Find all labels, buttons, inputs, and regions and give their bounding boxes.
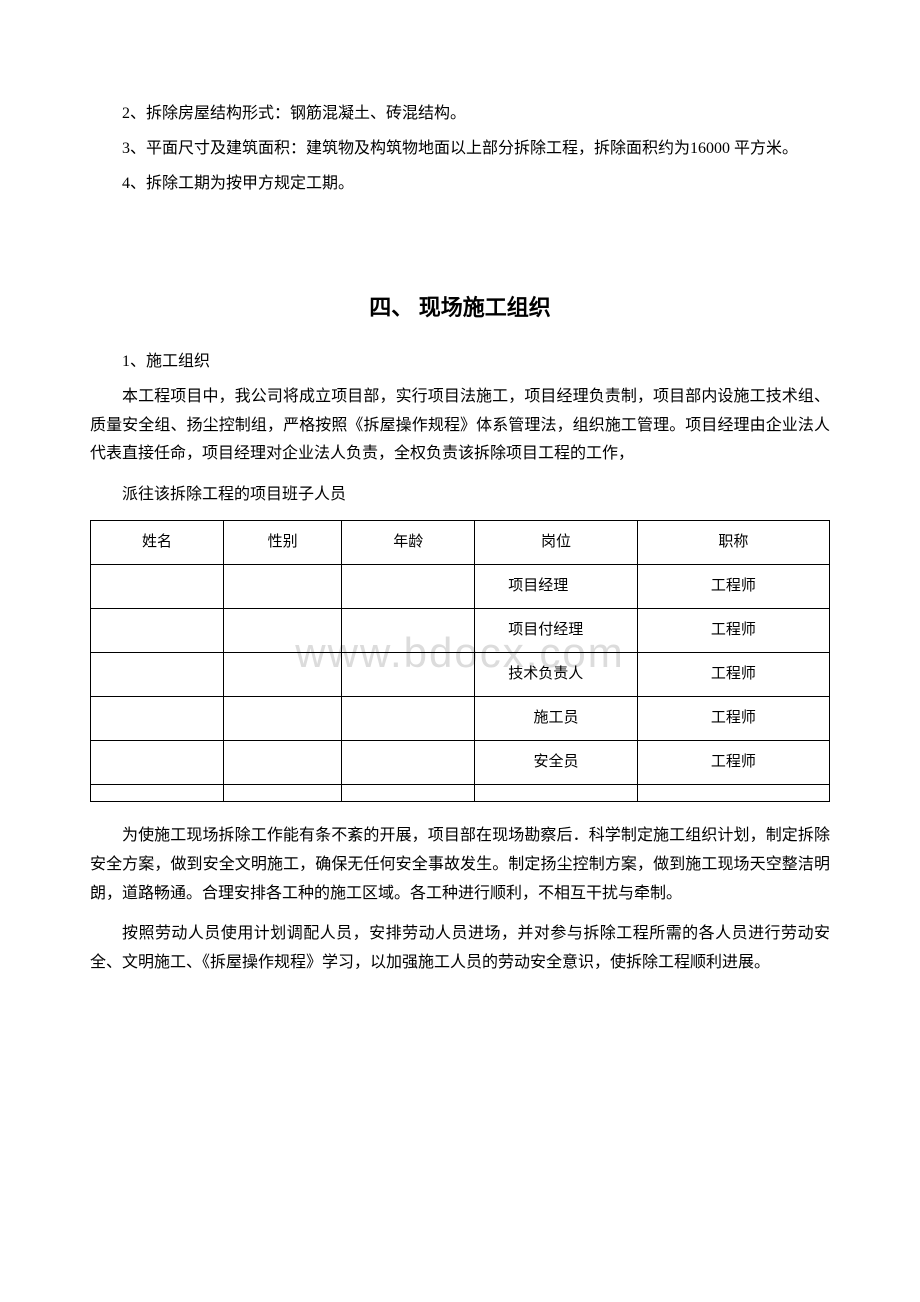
- table-cell-age: [342, 608, 475, 652]
- table-header-position: 岗位: [475, 520, 638, 564]
- table-cell-gender: [224, 740, 342, 784]
- paragraph-org-body: 本工程项目中，我公司将成立项目部，实行项目法施工，项目经理负责制，项目部内设施工…: [90, 383, 830, 469]
- table-cell-age: [342, 740, 475, 784]
- table-cell-position: 技术负责人: [475, 652, 638, 696]
- table-cell-gender: [224, 608, 342, 652]
- table-cell-gender: [224, 696, 342, 740]
- table-row: 技术负责人工程师: [91, 652, 830, 696]
- table-row: 项目付经理工程师: [91, 608, 830, 652]
- table-cell-title: 工程师: [637, 740, 829, 784]
- table-cell-age: [342, 784, 475, 801]
- table-cell-name: [91, 740, 224, 784]
- paragraph-item-4: 4、拆除工期为按甲方规定工期。: [90, 170, 830, 199]
- paragraph-team-intro: 派往该拆除工程的项目班子人员: [90, 481, 830, 510]
- table-header-name: 姓名: [91, 520, 224, 564]
- table-cell-position: 安全员: [475, 740, 638, 784]
- table-cell-title: 工程师: [637, 696, 829, 740]
- table-header-age: 年龄: [342, 520, 475, 564]
- table-header-row: 姓名 性别 年龄 岗位 职称: [91, 520, 830, 564]
- table-cell-gender: [224, 784, 342, 801]
- paragraph-plan: 为使施工现场拆除工作能有条不紊的开展，项目部在现场勘察后．科学制定施工组织计划，…: [90, 822, 830, 908]
- table-row: 施工员工程师: [91, 696, 830, 740]
- table-cell-position: 施工员: [475, 696, 638, 740]
- table-row: 安全员工程师: [91, 740, 830, 784]
- table-header-title: 职称: [637, 520, 829, 564]
- table-cell-age: [342, 696, 475, 740]
- table-cell-title: 工程师: [637, 564, 829, 608]
- table-header-gender: 性别: [224, 520, 342, 564]
- table-cell-age: [342, 652, 475, 696]
- table-cell-gender: [224, 652, 342, 696]
- table-cell-name: [91, 696, 224, 740]
- table-row: 项目经理工程师: [91, 564, 830, 608]
- table-cell-name: [91, 652, 224, 696]
- personnel-table: 姓名 性别 年龄 岗位 职称 项目经理工程师 项目付经理工程师 技术负责人工程师…: [90, 520, 830, 802]
- table-cell-age: [342, 564, 475, 608]
- paragraph-item-3: 3、平面尺寸及建筑面积：建筑物及构筑物地面以上部分拆除工程，拆除面积约为1600…: [90, 135, 830, 164]
- section-heading-4: 四、 现场施工组织: [90, 288, 830, 328]
- table-cell-name: [91, 608, 224, 652]
- table-cell-title: 工程师: [637, 608, 829, 652]
- table-cell-title: 工程师: [637, 652, 829, 696]
- table-cell-name: [91, 784, 224, 801]
- paragraph-org-1: 1、施工组织: [90, 348, 830, 377]
- paragraph-item-2: 2、拆除房屋结构形式：钢筋混凝土、砖混结构。: [90, 100, 830, 129]
- table-cell-position: [475, 784, 638, 801]
- table-cell-position: 项目付经理: [475, 608, 638, 652]
- table-cell-gender: [224, 564, 342, 608]
- table-cell-position: 项目经理: [475, 564, 638, 608]
- paragraph-labor: 按照劳动人员使用计划调配人员，安排劳动人员进场，并对参与拆除工程所需的各人员进行…: [90, 920, 830, 978]
- table-row: [91, 784, 830, 801]
- table-cell-title: [637, 784, 829, 801]
- table-cell-name: [91, 564, 224, 608]
